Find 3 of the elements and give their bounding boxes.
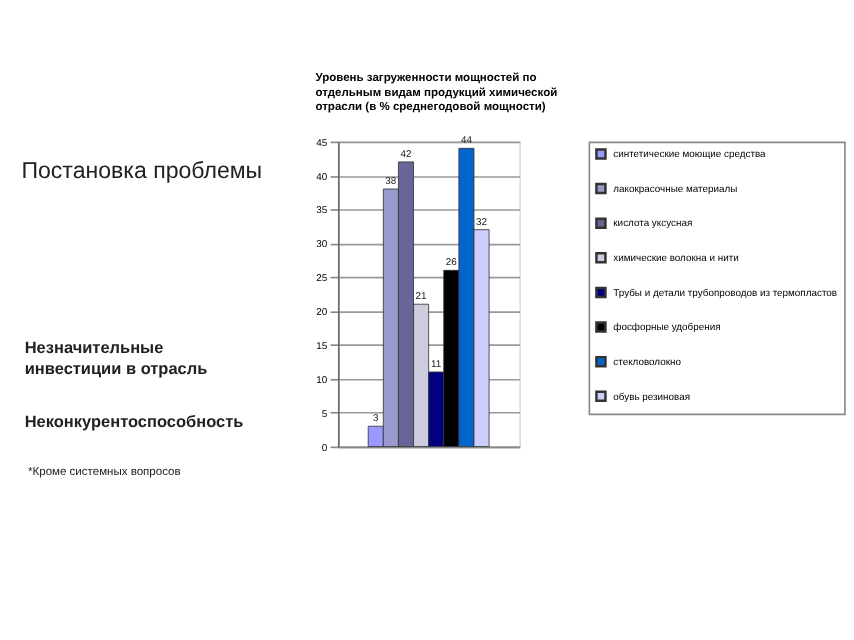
text: Неконкурентоспособность xyxy=(24,412,244,431)
text: Постановка проблемы xyxy=(21,159,263,184)
text: Незначительные инвестиции в отрасль xyxy=(24,338,208,379)
